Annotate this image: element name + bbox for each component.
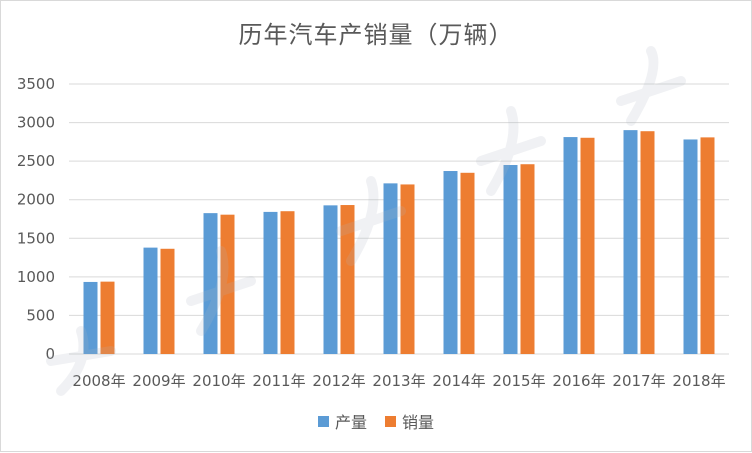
y-tick-label: 3000 [17,114,55,132]
x-tick-label: 2013年 [372,372,425,390]
x-tick-label: 2015年 [492,372,545,390]
y-axis: 0 500 1000 1500 2000 2500 3000 3500 [17,75,55,363]
bar-sales [160,248,175,354]
bar-production [83,281,98,354]
bar-sales [640,131,655,354]
bar-production [443,171,458,354]
y-tick-label: 2000 [17,191,55,209]
x-tick-label: 2009年 [132,372,185,390]
bar-sales [220,214,235,354]
legend-swatch-sales [385,415,396,427]
bar-sales [460,172,475,354]
x-tick-label: 2017年 [612,372,665,390]
legend-item-production: 产量 [317,409,367,433]
bar-sales [520,164,535,354]
bar-sales [280,211,295,354]
bar-production [263,211,278,354]
y-tick-label: 2500 [17,152,55,170]
x-tick-label: 2008年 [72,372,125,390]
bar-production [323,205,338,354]
legend-label-sales: 销量 [402,413,435,432]
bar-sales [700,137,715,354]
chart-title: 历年汽车产销量（万辆） [238,21,514,49]
bar-production [383,183,398,354]
y-tick-label: 1000 [17,268,55,286]
y-tick-label: 1500 [17,229,55,247]
bar-production [503,165,518,354]
bar-production [683,139,698,354]
x-tick-label: 2014年 [432,372,485,390]
legend-swatch-production [317,415,329,427]
x-tick-label: 2016年 [552,372,605,390]
legend-item-sales: 销量 [385,409,434,433]
bars [83,130,715,354]
x-tick-label: 2012年 [312,372,365,390]
x-tick-label: 2011年 [252,372,305,390]
bar-sales [340,205,355,354]
y-tick-label: 0 [45,345,55,363]
y-tick-label: 500 [26,306,55,324]
bar-production [143,247,158,354]
bar-sales [100,281,115,354]
x-tick-label: 2010年 [192,372,245,390]
y-tick-label: 3500 [17,75,55,93]
gridlines [69,83,729,355]
bar-production [203,213,218,354]
legend-label-production: 产量 [334,413,367,432]
x-tick-label: 2018年 [672,372,725,390]
bar-production [623,130,638,354]
bar-production [563,137,578,354]
bar-sales [580,137,595,354]
bar-sales [400,184,415,354]
legend: 产量 销量 [1,409,751,433]
x-axis: 2008年 2009年 2010年 2011年 2012年 2013年 2014年 2015年… [72,372,725,390]
